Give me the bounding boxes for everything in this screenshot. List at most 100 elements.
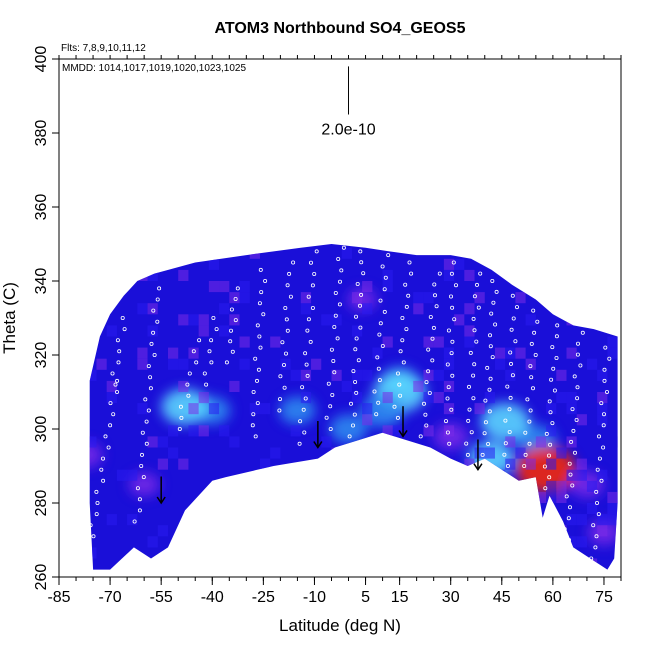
sample-point	[333, 290, 338, 295]
field-cell	[311, 358, 322, 370]
field-cell	[566, 403, 577, 415]
field-cell	[505, 436, 516, 448]
flight-arrow-head	[156, 496, 166, 505]
field-cell	[167, 358, 179, 370]
sample-point	[257, 334, 262, 339]
sample-point	[594, 534, 599, 539]
sample-point	[186, 393, 191, 398]
x-tick-label: -10	[303, 589, 326, 606]
sample-point	[551, 366, 556, 371]
field-cell	[341, 380, 352, 392]
field-cell	[188, 314, 199, 326]
field-cell	[556, 480, 567, 492]
field-cell	[137, 403, 148, 415]
sample-point	[355, 281, 360, 286]
field-cell	[597, 525, 608, 537]
sample-point	[144, 441, 149, 446]
sample-point	[550, 345, 555, 350]
x-tick-label: 5	[361, 589, 370, 606]
field-cell	[597, 469, 608, 481]
field-cell	[362, 303, 373, 315]
field-cell	[505, 247, 516, 259]
sample-point	[143, 397, 148, 402]
flight-arrow-head	[398, 429, 408, 438]
sample-point	[91, 534, 96, 539]
sample-point	[573, 450, 578, 455]
field-cell	[219, 303, 230, 315]
field-cell	[576, 514, 587, 526]
sample-point	[228, 328, 233, 333]
sample-point	[431, 325, 436, 330]
sample-point	[466, 418, 471, 423]
field-cell	[249, 547, 260, 559]
field-cell	[423, 336, 434, 348]
sample-point	[140, 430, 145, 435]
sample-point	[308, 260, 313, 265]
sample-point	[356, 358, 361, 363]
field-cell	[546, 425, 557, 437]
sample-point	[603, 345, 608, 350]
field-cell	[351, 292, 363, 304]
sample-point	[527, 419, 532, 424]
sample-point	[377, 332, 382, 337]
field-cell	[89, 442, 103, 468]
sample-point	[601, 445, 606, 450]
sample-point	[503, 418, 508, 423]
field-cell	[607, 336, 618, 348]
field-cell	[198, 425, 209, 437]
field-cell	[464, 458, 475, 470]
field-cell	[127, 558, 138, 570]
sample-point	[257, 301, 262, 306]
sample-point	[533, 352, 538, 357]
sample-point	[597, 434, 602, 439]
field-cell	[89, 314, 97, 326]
sample-point	[347, 434, 352, 439]
field-cell	[382, 425, 393, 437]
field-cell	[229, 436, 240, 448]
sample-point	[502, 452, 507, 457]
sample-point	[568, 505, 573, 510]
sample-point	[305, 373, 310, 378]
field-cell	[566, 281, 577, 293]
field-cell	[382, 558, 393, 570]
field-cell	[474, 403, 485, 415]
field-cell	[279, 396, 316, 425]
field-cell	[321, 314, 332, 326]
field-cell	[423, 525, 434, 537]
sample-point	[428, 314, 433, 319]
sample-point	[602, 378, 607, 383]
field-cell	[586, 358, 598, 370]
y-tick-label: 380	[33, 120, 50, 147]
x-tick-label: 15	[391, 589, 409, 606]
sample-point	[87, 545, 92, 550]
sample-point	[258, 267, 263, 272]
field-cell	[403, 536, 414, 548]
field-cell	[147, 558, 158, 570]
sample-point	[99, 467, 104, 472]
sample-point	[110, 371, 115, 376]
sample-point	[395, 371, 400, 376]
sample-point	[330, 392, 335, 397]
field-cell	[372, 469, 383, 481]
field-cell	[239, 292, 250, 304]
sample-point	[531, 386, 536, 391]
field-cell	[321, 525, 332, 537]
field-cell	[127, 514, 138, 526]
field-cell	[331, 369, 342, 381]
sample-point	[568, 472, 573, 477]
sample-point	[515, 305, 520, 310]
sample-point	[490, 278, 495, 283]
sample-point	[197, 338, 202, 343]
field-cell	[137, 269, 148, 281]
sample-point	[452, 317, 457, 322]
sample-point	[446, 385, 451, 390]
sample-point	[566, 516, 571, 521]
field-cell	[229, 380, 240, 392]
sample-point	[531, 308, 536, 313]
field-cell	[259, 469, 271, 481]
sample-point	[277, 408, 282, 413]
field-cell	[515, 347, 526, 359]
sample-point	[335, 336, 340, 341]
field-cell	[484, 558, 495, 570]
field-cell	[556, 447, 567, 459]
